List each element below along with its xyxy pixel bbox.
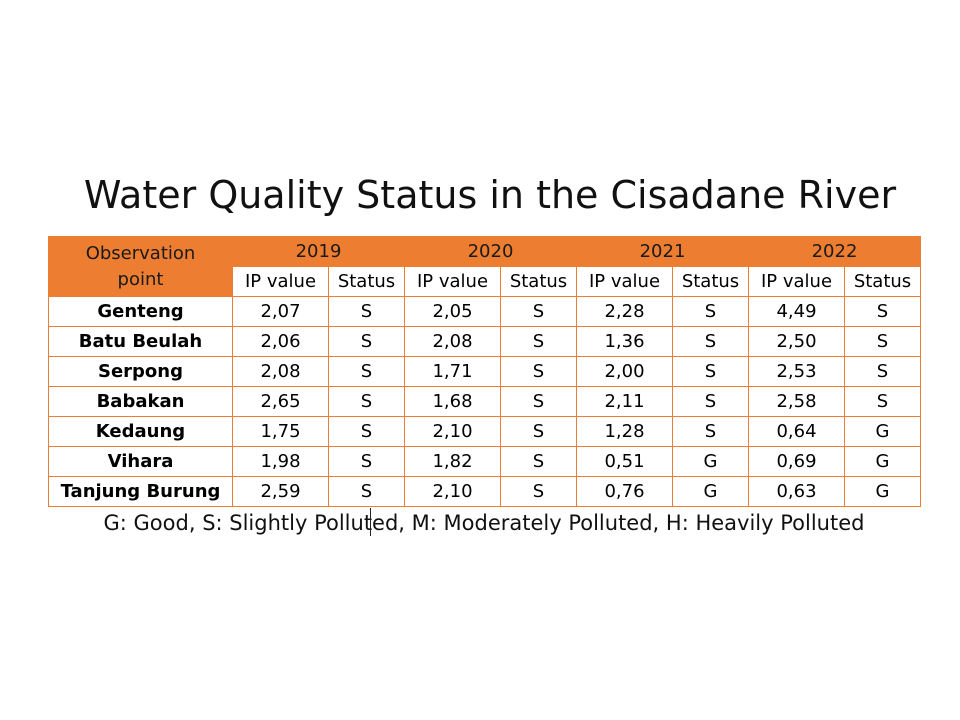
status-cell: G [672, 476, 749, 507]
observation-point-header: Observation point [48, 236, 233, 297]
status-cell: S [328, 476, 405, 507]
status-cell: S [844, 386, 921, 417]
status-header: Status [844, 266, 921, 297]
status-legend: G: Good, S: Slightly Polluted, M: Modera… [103, 511, 865, 535]
ip-value-cell: 1,82 [404, 446, 501, 477]
ip-value-cell: 4,49 [748, 296, 845, 327]
status-cell: S [500, 326, 577, 357]
ip-value-cell: 1,75 [232, 416, 329, 447]
status-cell: S [328, 326, 405, 357]
year-header: 2019 [232, 236, 405, 267]
status-header: Status [500, 266, 577, 297]
year-header-row: Observation point 2019 2020 2021 2022 [48, 236, 921, 297]
table-body: Genteng 2,07 S 2,05 S 2,28 S 4,49 S Batu… [48, 296, 921, 507]
status-cell: S [844, 356, 921, 387]
ip-value-cell: 2,11 [576, 386, 673, 417]
ip-value-cell: 2,05 [404, 296, 501, 327]
ip-value-cell: 0,63 [748, 476, 845, 507]
ip-value-cell: 2,07 [232, 296, 329, 327]
ip-value-cell: 0,69 [748, 446, 845, 477]
ip-value-cell: 1,68 [404, 386, 501, 417]
ip-value-cell: 2,08 [232, 356, 329, 387]
sub-header-row: IP value Status IP value Status IP value… [49, 266, 921, 297]
status-cell: S [500, 446, 577, 477]
ip-value-header: IP value [404, 266, 501, 297]
table-row: Serpong 2,08 S 1,71 S 2,00 S 2,53 S [48, 356, 921, 387]
ip-value-cell: 2,58 [748, 386, 845, 417]
site-name: Batu Beulah [48, 326, 233, 357]
year-header: 2020 [404, 236, 577, 267]
text-cursor [370, 508, 371, 536]
status-cell: S [328, 416, 405, 447]
site-name: Serpong [48, 356, 233, 387]
status-header: Status [328, 266, 405, 297]
status-cell: G [844, 446, 921, 477]
status-cell: S [500, 296, 577, 327]
status-cell: S [500, 386, 577, 417]
ip-value-cell: 1,28 [576, 416, 673, 447]
status-cell: S [672, 356, 749, 387]
status-cell: S [672, 296, 749, 327]
ip-value-cell: 0,51 [576, 446, 673, 477]
ip-value-header: IP value [232, 266, 329, 297]
ip-value-cell: 2,10 [404, 476, 501, 507]
table-row: Kedaung 1,75 S 2,10 S 1,28 S 0,64 G [48, 416, 921, 447]
table-row: Genteng 2,07 S 2,05 S 2,28 S 4,49 S [48, 296, 921, 327]
year-header: 2021 [576, 236, 749, 267]
site-name: Vihara [48, 446, 233, 477]
ip-value-cell: 2,08 [404, 326, 501, 357]
ip-value-header: IP value [748, 266, 845, 297]
ip-value-cell: 0,64 [748, 416, 845, 447]
status-cell: S [500, 476, 577, 507]
water-quality-table: Observation point 2019 2020 2021 2022 IP… [48, 236, 921, 507]
table-row: Vihara 1,98 S 1,82 S 0,51 G 0,69 G [48, 446, 921, 477]
ip-value-cell: 2,10 [404, 416, 501, 447]
status-cell: G [844, 416, 921, 447]
status-cell: S [672, 326, 749, 357]
status-cell: S [328, 446, 405, 477]
status-cell: S [328, 296, 405, 327]
ip-value-cell: 2,53 [748, 356, 845, 387]
status-cell: G [672, 446, 749, 477]
site-name: Tanjung Burung [48, 476, 233, 507]
status-cell: S [328, 356, 405, 387]
status-cell: S [328, 386, 405, 417]
year-header: 2022 [748, 236, 921, 267]
ip-value-cell: 2,28 [576, 296, 673, 327]
ip-value-cell: 2,50 [748, 326, 845, 357]
status-cell: S [672, 386, 749, 417]
table-row: Batu Beulah 2,06 S 2,08 S 1,36 S 2,50 S [48, 326, 921, 357]
ip-value-cell: 2,65 [232, 386, 329, 417]
status-cell: S [500, 356, 577, 387]
table-row: Babakan 2,65 S 1,68 S 2,11 S 2,58 S [48, 386, 921, 417]
ip-value-cell: 2,59 [232, 476, 329, 507]
ip-value-header: IP value [576, 266, 673, 297]
status-cell: S [844, 326, 921, 357]
site-name: Babakan [48, 386, 233, 417]
ip-value-cell: 0,76 [576, 476, 673, 507]
ip-value-cell: 1,71 [404, 356, 501, 387]
ip-value-cell: 1,98 [232, 446, 329, 477]
site-name: Genteng [48, 296, 233, 327]
ip-value-cell: 2,00 [576, 356, 673, 387]
status-cell: S [500, 416, 577, 447]
site-name: Kedaung [48, 416, 233, 447]
page-title: Water Quality Status in the Cisadane Riv… [83, 173, 897, 217]
ip-value-cell: 1,36 [576, 326, 673, 357]
table-row: Tanjung Burung 2,59 S 2,10 S 0,76 G 0,63… [48, 476, 921, 507]
status-cell: G [844, 476, 921, 507]
status-header: Status [672, 266, 749, 297]
status-cell: S [672, 416, 749, 447]
ip-value-cell: 2,06 [232, 326, 329, 357]
status-cell: S [844, 296, 921, 327]
